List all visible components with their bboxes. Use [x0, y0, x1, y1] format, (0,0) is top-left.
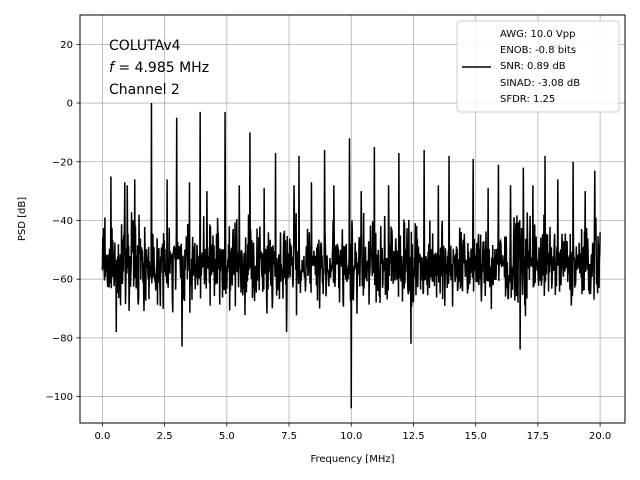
y-tick-label: −100 — [46, 392, 73, 403]
x-axis-ticks: 0.0 2.5 5.0 7.5 10.0 12.5 15.0 17.5 20.0 — [94, 423, 611, 442]
legend-entry-awg: AWG: 10.0 Vpp — [500, 29, 575, 40]
legend: AWG: 10.0 Vpp ENOB: -0.8 bits SNR: 0.89 … — [456, 20, 620, 113]
legend-entry-sinad: SINAD: -3.08 dB — [500, 78, 580, 89]
x-tick-label: 5.0 — [219, 431, 235, 442]
x-tick-label: 0.0 — [94, 431, 110, 442]
y-tick-label: −60 — [52, 275, 73, 286]
y-tick-label: −20 — [52, 157, 73, 168]
annotation-frequency-value: = 4.985 MHz — [114, 60, 209, 76]
x-tick-label: 15.0 — [465, 431, 487, 442]
plot-frame — [79, 14, 626, 424]
x-tick-label: 17.5 — [527, 431, 549, 442]
y-axis-label: PSD [dB] — [17, 197, 28, 241]
y-axis-ticks: 20 0 −20 −40 −60 −80 −100 — [46, 40, 80, 403]
y-tick-label: 20 — [60, 40, 73, 51]
x-axis-label: Frequency [MHz] — [310, 454, 394, 465]
x-tick-label: 2.5 — [157, 431, 173, 442]
annotation-device: COLUTAv4 — [109, 38, 181, 54]
legend-box — [456, 20, 620, 113]
x-tick-label: 12.5 — [402, 431, 424, 442]
annotation-channel: Channel 2 — [109, 82, 180, 98]
annotation-frequency: f = 4.985 MHz — [109, 60, 209, 76]
y-tick-label: −40 — [52, 216, 73, 227]
y-tick-label: 0 — [67, 99, 73, 110]
psd-series-line — [101, 103, 601, 409]
x-tick-label: 10.0 — [340, 431, 362, 442]
legend-entry-snr: SNR: 0.89 dB — [500, 61, 566, 72]
x-tick-label: 20.0 — [589, 431, 611, 442]
x-tick-label: 7.5 — [281, 431, 297, 442]
chart-annotation: COLUTAv4 f = 4.985 MHz Channel 2 — [109, 38, 209, 98]
annotation-frequency-symbol: f — [109, 60, 116, 76]
legend-entry-sfdr: SFDR: 1.25 — [500, 94, 555, 105]
y-tick-label: −80 — [52, 333, 73, 344]
plot-area — [101, 103, 601, 409]
legend-entry-enob: ENOB: -0.8 bits — [500, 45, 576, 56]
